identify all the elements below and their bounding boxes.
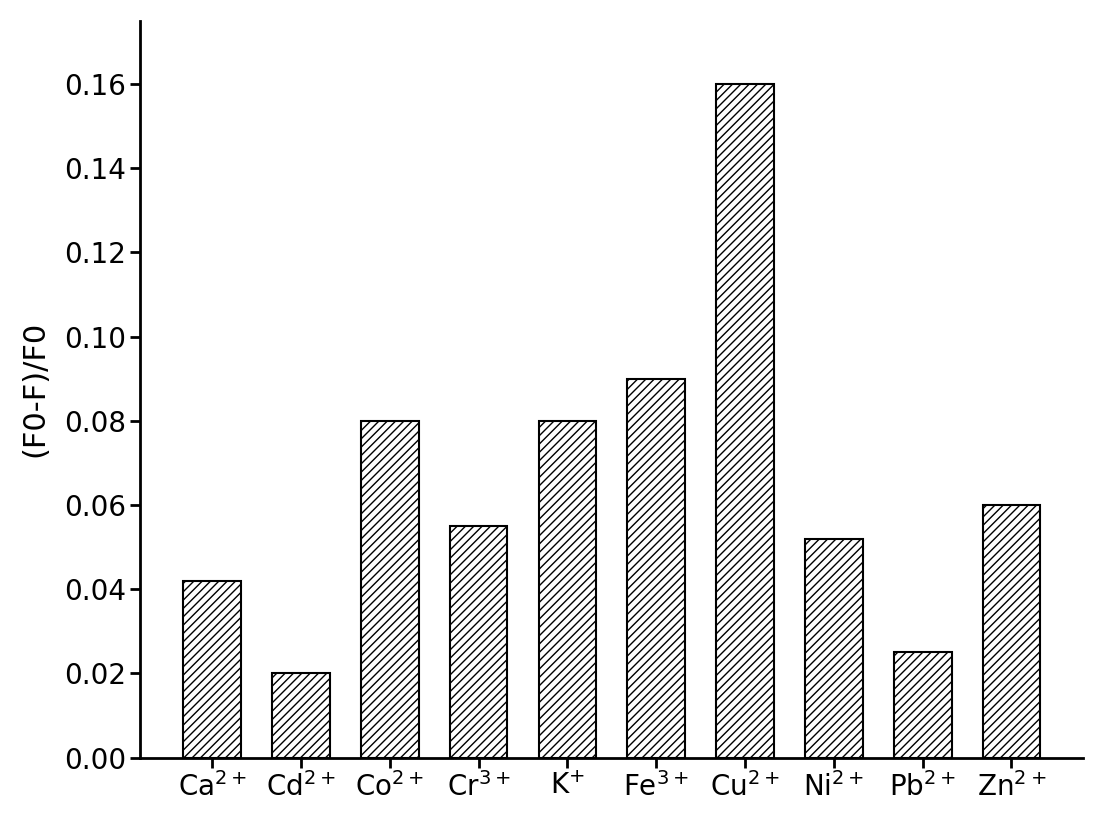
Bar xyxy=(183,581,241,758)
Bar xyxy=(805,539,862,758)
Bar xyxy=(272,673,330,758)
Bar xyxy=(983,505,1040,758)
Bar xyxy=(894,653,952,758)
Bar xyxy=(449,526,508,758)
Y-axis label: (F0-F)/F0: (F0-F)/F0 xyxy=(21,321,50,458)
Bar xyxy=(361,421,418,758)
Bar xyxy=(716,84,774,758)
Bar xyxy=(627,379,686,758)
Bar xyxy=(539,421,596,758)
